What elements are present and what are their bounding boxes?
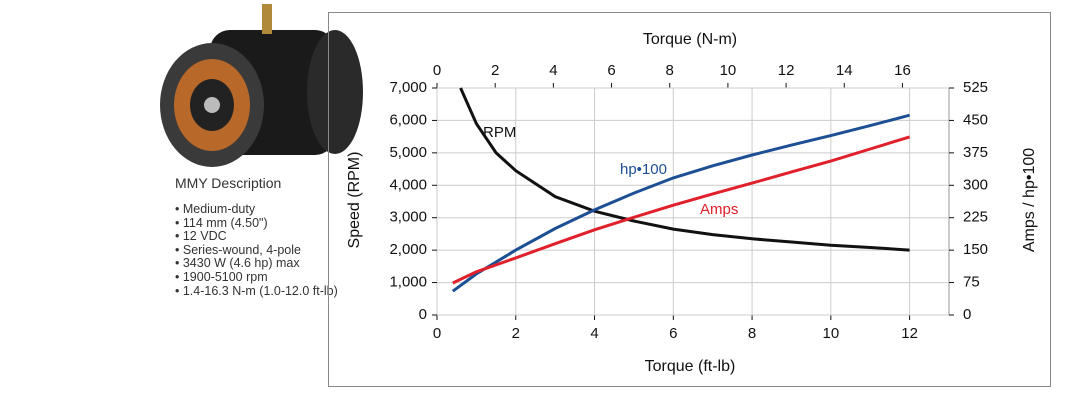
motor-image — [160, 4, 363, 167]
y-tick-label: 7,000 — [389, 79, 427, 96]
plot-area — [436, 87, 950, 316]
x2-tick-label: 8 — [666, 62, 674, 79]
x2-tick-label: 0 — [433, 62, 441, 79]
spec-item: 3430 W (4.6 hp) max — [175, 257, 338, 271]
series-label: RPM — [483, 124, 516, 141]
terminal — [262, 4, 272, 34]
x2-tick-label: 4 — [549, 62, 557, 79]
series-label: Amps — [700, 201, 738, 218]
x2-tick-label: 12 — [778, 62, 795, 79]
y2-tick-label: 225 — [963, 209, 988, 226]
y-tick-label: 3,000 — [389, 209, 427, 226]
x-tick-label: 6 — [669, 325, 677, 342]
y-tick-label: 6,000 — [389, 111, 427, 128]
series-line — [452, 135, 911, 285]
motor-end — [307, 30, 363, 154]
y2-tick-label: 0 — [963, 306, 971, 323]
description-title: MMY Description — [175, 175, 282, 191]
spec-item: Medium-duty — [175, 202, 338, 217]
spec-list: Medium-duty114 mm (4.50")12 VDCSeries-wo… — [175, 202, 338, 299]
series-line — [459, 87, 910, 252]
spec-item: 1.4-16.3 N-m (1.0-12.0 ft-lb) — [175, 284, 338, 299]
series-line — [451, 113, 910, 293]
y-tick-label: 1,000 — [389, 274, 427, 291]
y2-tick-label: 525 — [963, 79, 988, 96]
series-label: hp•100 — [620, 161, 667, 178]
x2-tick-label: 6 — [607, 62, 615, 79]
y2-tick-label: 300 — [963, 176, 988, 193]
y2-tick-label: 150 — [963, 241, 988, 258]
x-tick-label: 10 — [823, 325, 840, 342]
y-tick-label: 5,000 — [389, 144, 427, 161]
y2-tick-label: 450 — [963, 111, 988, 128]
y-tick-label: 4,000 — [389, 176, 427, 193]
x-tick-label: 12 — [901, 325, 918, 342]
x2-tick-label: 14 — [836, 62, 853, 79]
y2-axis-title: Amps / hp•100 — [1021, 148, 1038, 252]
y2-tick-label: 375 — [963, 144, 988, 161]
y-tick-label: 2,000 — [389, 241, 427, 258]
y2-tick-label: 75 — [963, 274, 980, 291]
x-tick-label: 4 — [590, 325, 598, 342]
x2-tick-label: 2 — [491, 62, 499, 79]
x-tick-label: 8 — [748, 325, 756, 342]
y-tick-label: 0 — [419, 306, 427, 323]
shaft — [204, 97, 220, 113]
spec-item: 114 mm (4.50") — [175, 216, 338, 231]
spec-item: Series-wound, 4-pole — [175, 243, 338, 258]
spec-item: 12 VDC — [175, 230, 338, 244]
x2-axis-title: Torque (N-m) — [643, 31, 737, 48]
chart-frame — [328, 12, 1051, 387]
spec-item: 1900-5100 rpm — [175, 270, 338, 285]
x-axis-title: Torque (ft-lb) — [645, 358, 736, 375]
x2-tick-label: 10 — [720, 62, 737, 79]
x-tick-label: 2 — [512, 325, 520, 342]
x-tick-label: 0 — [433, 325, 441, 342]
y-axis-title: Speed (RPM) — [346, 152, 363, 249]
description: MMY Description Medium-duty114 mm (4.50"… — [175, 175, 338, 298]
x2-tick-label: 16 — [894, 62, 911, 79]
